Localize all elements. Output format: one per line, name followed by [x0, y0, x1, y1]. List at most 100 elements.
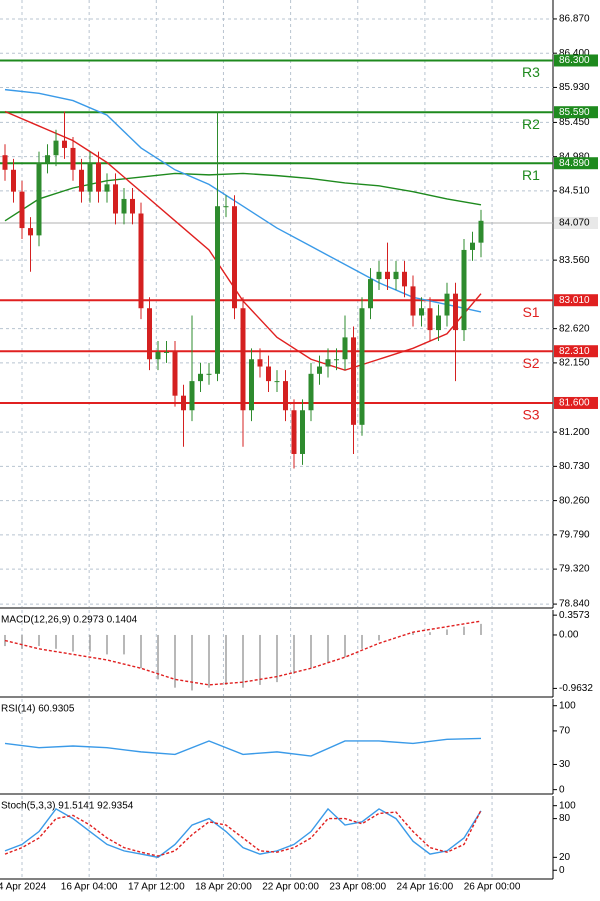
candle-body — [70, 147, 76, 170]
candle-body — [257, 359, 263, 367]
x-tick-label: 18 Apr 20:00 — [195, 882, 252, 893]
candle-body — [104, 184, 110, 192]
y-tick-label: 0 — [559, 865, 565, 876]
x-tick-label: 4 Apr 2024 — [0, 882, 47, 893]
candle-body — [155, 351, 161, 360]
x-tick-label: 16 Apr 04:00 — [61, 882, 118, 893]
level-tag — [554, 345, 598, 358]
candle-body — [189, 381, 195, 411]
y-tick-label: 0 — [559, 784, 565, 795]
candle-body — [62, 140, 67, 148]
candle-body — [121, 198, 127, 214]
candle-body — [138, 213, 144, 309]
candle-body — [87, 162, 93, 192]
indicator-title: Stoch(5,3,3) 91.5141 92.9354 — [1, 801, 134, 812]
x-tick-label: 23 Apr 08:00 — [329, 882, 386, 893]
candle-body — [181, 395, 186, 411]
level-tag — [554, 396, 598, 409]
candle-body — [283, 381, 288, 411]
indicator-line — [4, 620, 482, 686]
candle-body — [427, 308, 433, 331]
candle-body — [28, 228, 33, 236]
y-tick-label: 86.400 — [559, 48, 590, 59]
y-tick-label: 100 — [559, 700, 576, 711]
y-tick-label: 83.560 — [559, 255, 590, 266]
level-value: 82.310 — [559, 346, 590, 357]
level-value: 81.600 — [559, 398, 590, 409]
y-tick-label: 82.620 — [559, 323, 590, 334]
candle-body — [232, 206, 237, 309]
indicator-title: MACD(12,26,9) 0.2973 0.1404 — [1, 615, 138, 626]
y-tick-label: 79.790 — [559, 530, 590, 541]
candle-body — [96, 162, 101, 192]
level-value: 83.010 — [559, 295, 590, 306]
candle-body — [436, 315, 441, 331]
y-tick-label: 80.260 — [559, 495, 590, 506]
level-value: 85.590 — [559, 107, 590, 118]
y-tick-label: 86.870 — [559, 14, 590, 25]
y-tick-label: 30 — [559, 759, 571, 770]
candle-body — [300, 410, 305, 454]
current-price-tag — [554, 216, 598, 229]
candle-body — [444, 293, 450, 316]
y-tick-label: 20 — [559, 852, 571, 863]
candle-body — [164, 351, 169, 353]
candle-body — [36, 162, 42, 236]
level-name: S2 — [522, 355, 539, 371]
candle-body — [376, 271, 382, 280]
candle-body — [410, 286, 416, 316]
level-tag — [554, 106, 598, 119]
x-tick-label: 17 Apr 12:00 — [128, 882, 185, 893]
candle-body — [478, 220, 484, 243]
candle-body — [11, 169, 16, 192]
indicator-line — [4, 88, 482, 313]
level-tag — [554, 294, 598, 307]
level-tag — [554, 157, 598, 170]
level-name: S1 — [522, 304, 539, 320]
candle-body — [461, 249, 467, 331]
y-tick-label: 82.150 — [559, 358, 590, 369]
indicator-line — [4, 807, 482, 859]
candle-body — [342, 337, 348, 360]
y-tick-label: -0.9632 — [559, 683, 593, 694]
candle-body — [291, 410, 297, 454]
candle-body — [393, 271, 399, 280]
y-tick-label: 100 — [559, 800, 576, 811]
candle-body — [274, 381, 280, 383]
level-name: R2 — [522, 116, 540, 132]
y-tick-label: 0.3573 — [559, 610, 590, 621]
y-tick-label: 81.200 — [559, 427, 590, 438]
y-tick-label: 85.450 — [559, 117, 590, 128]
candle-body — [351, 337, 356, 425]
candle-body — [206, 373, 212, 375]
indicator-line — [4, 809, 482, 857]
candle-body — [385, 271, 390, 280]
candle-body — [419, 308, 424, 316]
candle-body — [249, 359, 254, 411]
candle-body — [223, 206, 229, 208]
y-tick-label: 78.840 — [559, 599, 590, 610]
candle-body — [113, 184, 118, 214]
candle-body — [470, 242, 475, 250]
candle-body — [19, 191, 25, 229]
y-tick-label: 84.510 — [559, 186, 590, 197]
candle-body — [45, 155, 50, 163]
candle-body — [325, 359, 331, 367]
y-tick-label: 79.320 — [559, 564, 590, 575]
candle-body — [402, 271, 407, 287]
candle-body — [79, 169, 84, 192]
x-tick-label: 24 Apr 16:00 — [397, 882, 454, 893]
candle-body — [130, 198, 135, 214]
candle-body — [266, 366, 271, 382]
candle-body — [198, 373, 203, 382]
x-tick-label: 26 Apr 00:00 — [464, 882, 521, 893]
y-tick-label: 70 — [559, 726, 571, 737]
candle-body — [215, 206, 220, 374]
y-tick-label: 85.930 — [559, 82, 590, 93]
y-tick-label: 80 — [559, 813, 571, 824]
candle-body — [368, 279, 373, 309]
level-value: 86.300 — [559, 55, 590, 66]
indicator-title: RSI(14) 60.9305 — [1, 704, 75, 715]
candle-body — [240, 308, 246, 411]
